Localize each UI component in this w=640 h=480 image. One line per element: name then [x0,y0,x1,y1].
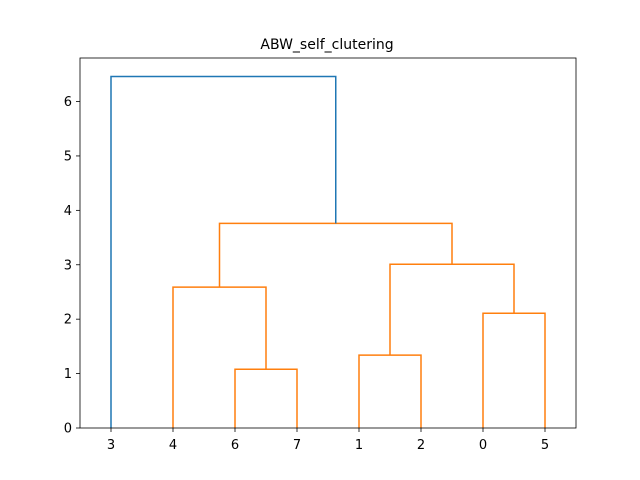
leaf-label: 7 [293,438,301,453]
leaf-label: 2 [417,438,425,453]
dendrogram-link [389,263,515,356]
leaf-label: 6 [231,438,239,453]
chart-title: ABW_self_clutering [260,37,393,53]
y-axis: 0 1 2 3 4 5 6 [64,95,80,437]
y-tick-label: 3 [64,258,72,273]
x-axis: 3 4 6 7 1 2 0 5 [107,428,549,453]
dendrogram-link [482,312,546,428]
leaf-label: 5 [541,438,549,453]
dendrogram-link [218,222,453,288]
leaf-label: 3 [107,438,115,453]
leaf-label: 4 [169,438,177,453]
dendrogram-link [234,368,298,428]
leaf-label: 0 [479,438,487,453]
dendrogram-link [172,286,267,428]
y-tick-label: 0 [64,422,72,437]
dendrogram-links [110,75,546,428]
leaf-label: 1 [355,438,363,453]
y-tick-label: 4 [64,204,72,219]
y-tick-label: 2 [64,313,72,328]
y-tick-label: 1 [64,367,72,382]
dendrogram-link [358,354,422,428]
y-tick-label: 5 [64,149,72,164]
plot-frame [79,57,577,429]
dendrogram-link [110,75,337,428]
y-tick-label: 6 [64,95,72,110]
